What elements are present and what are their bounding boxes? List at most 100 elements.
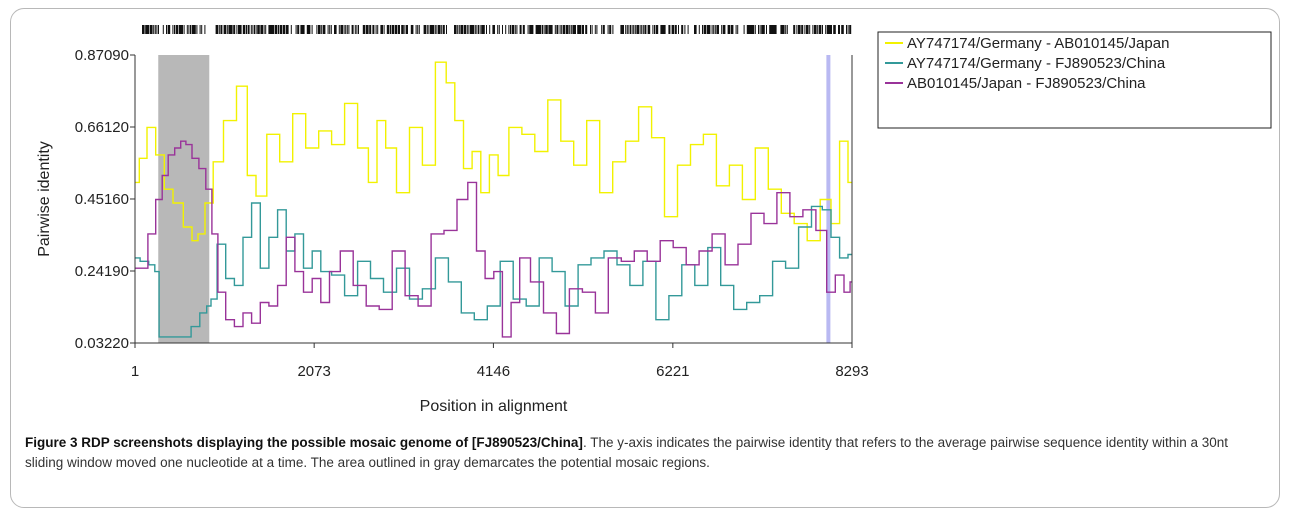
informative-site-tick xyxy=(554,25,556,34)
informative-site-tick xyxy=(166,25,167,34)
informative-site-tick xyxy=(364,25,366,34)
informative-site-tick xyxy=(233,25,236,34)
informative-site-tick xyxy=(497,25,499,34)
informative-site-tick xyxy=(322,25,325,34)
informative-site-tick xyxy=(681,25,684,34)
informative-site-tick xyxy=(548,25,551,34)
legend-label: AY747174/Germany - FJ890523/China xyxy=(907,55,1166,72)
informative-site-tick xyxy=(644,25,647,34)
informative-site-tick xyxy=(428,25,430,34)
informative-site-tick xyxy=(201,25,203,34)
informative-site-tick xyxy=(609,25,612,34)
figure-caption: Figure 3 RDP screenshots displaying the … xyxy=(25,433,1270,473)
informative-site-tick xyxy=(194,25,196,34)
informative-site-tick xyxy=(441,25,443,34)
informative-site-tick xyxy=(297,25,300,34)
informative-site-tick xyxy=(727,25,730,34)
informative-site-tick xyxy=(228,25,231,34)
informative-site-tick xyxy=(673,25,675,34)
informative-site-tick xyxy=(183,25,185,34)
informative-site-tick xyxy=(703,25,706,34)
informative-site-tick xyxy=(849,25,852,34)
informative-site-tick xyxy=(505,25,507,34)
informative-site-tick xyxy=(762,25,765,34)
informative-site-tick xyxy=(177,25,179,34)
informative-site-tick xyxy=(412,25,414,34)
informative-site-tick xyxy=(567,25,569,34)
informative-site-tick xyxy=(242,25,245,34)
y-tick-label: 0.24190 xyxy=(75,263,129,280)
informative-site-tick xyxy=(546,25,548,34)
informative-site-tick xyxy=(303,25,305,34)
informative-site-tick xyxy=(674,25,677,34)
legend-label: AB010145/Japan - FJ890523/China xyxy=(907,75,1146,92)
informative-site-tick xyxy=(343,25,345,34)
informative-site-tick xyxy=(258,25,260,34)
informative-site-tick xyxy=(502,25,503,34)
informative-site-tick xyxy=(663,25,666,34)
informative-site-tick xyxy=(273,25,275,34)
informative-site-tick xyxy=(153,25,155,34)
informative-site-tick xyxy=(217,25,219,34)
informative-site-tick xyxy=(655,25,658,34)
informative-site-tick xyxy=(486,25,487,34)
informative-site-tick xyxy=(244,25,246,34)
informative-site-tick xyxy=(367,25,369,34)
informative-site-tick xyxy=(316,25,318,34)
informative-site-tick xyxy=(510,25,511,34)
informative-site-tick xyxy=(178,25,181,34)
informative-site-tick xyxy=(474,25,476,34)
informative-site-tick xyxy=(446,25,447,34)
informative-site-tick xyxy=(231,25,233,34)
informative-site-tick xyxy=(711,25,713,34)
informative-site-tick xyxy=(498,25,500,34)
informative-site-tick xyxy=(402,25,404,34)
informative-site-tick xyxy=(295,25,297,34)
informative-site-tick xyxy=(334,25,336,34)
informative-site-tick xyxy=(306,25,309,34)
informative-site-tick xyxy=(154,25,156,34)
informative-site-tick xyxy=(265,25,267,34)
informative-site-tick xyxy=(660,25,663,34)
informative-site-tick xyxy=(162,25,164,34)
informative-site-tick xyxy=(454,25,456,34)
informative-site-tick xyxy=(226,25,228,34)
informative-site-tick xyxy=(775,25,777,34)
legend: AY747174/Germany - AB010145/Japan AY74717… xyxy=(877,31,1272,129)
y-tick-label: 0.45160 xyxy=(75,191,129,208)
informative-site-tick xyxy=(175,25,178,34)
informative-site-tick xyxy=(366,25,368,34)
informative-site-tick xyxy=(550,25,552,34)
informative-site-tick xyxy=(834,25,836,34)
informative-site-tick xyxy=(340,25,343,34)
informative-site-tick xyxy=(770,25,773,34)
informative-site-tick xyxy=(302,25,304,34)
informative-site-tick xyxy=(148,25,150,34)
informative-site-tick xyxy=(638,25,639,34)
informative-site-tick xyxy=(551,25,553,34)
series-line-3 xyxy=(135,140,852,338)
informative-site-tick xyxy=(596,25,598,34)
informative-site-tick xyxy=(694,25,696,34)
informative-site-tick xyxy=(718,25,719,34)
legend-box xyxy=(877,31,1272,129)
informative-site-tick xyxy=(199,25,201,34)
informative-site-tick xyxy=(401,25,404,34)
informative-site-tick xyxy=(641,25,643,34)
informative-site-tick xyxy=(585,25,588,34)
informative-site-tick xyxy=(577,25,580,34)
informative-site-tick xyxy=(410,25,413,34)
y-tick-label: 0.87090 xyxy=(75,47,129,64)
informative-site-tick xyxy=(425,25,427,34)
informative-site-tick xyxy=(564,25,566,34)
informative-site-tick xyxy=(369,25,372,34)
informative-site-tick xyxy=(847,25,849,34)
informative-site-tick xyxy=(753,25,755,34)
informative-site-tick xyxy=(732,25,734,34)
informative-site-tick xyxy=(442,25,445,34)
informative-site-tick xyxy=(639,25,641,34)
informative-site-tick xyxy=(713,25,715,34)
informative-site-tick xyxy=(602,25,605,34)
informative-site-tick xyxy=(687,25,689,34)
mosaic-region-highlight xyxy=(158,55,210,343)
